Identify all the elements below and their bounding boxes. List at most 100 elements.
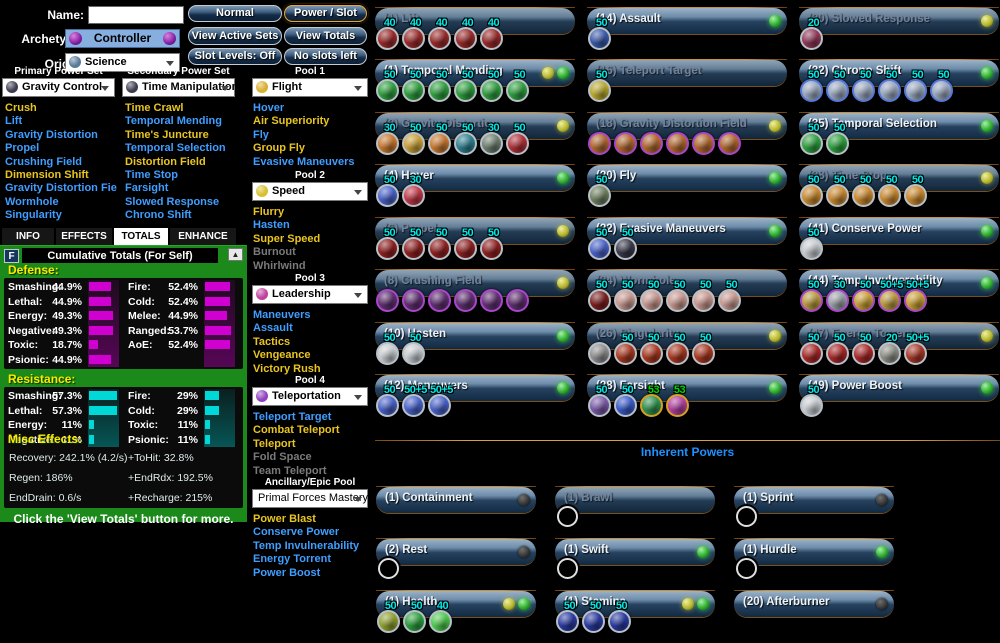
enhancement-slot[interactable]: 50 <box>666 332 689 365</box>
power-list-item-power-blast[interactable]: Power Blast <box>253 513 316 525</box>
power-list-item-teleport-target[interactable]: Teleport Target <box>253 411 332 423</box>
view-active-sets-button[interactable]: View Active Sets <box>188 27 282 45</box>
enhancement-slot[interactable]: 50 <box>480 227 503 260</box>
enhancement-slot[interactable]: 30 <box>402 174 425 207</box>
enhancement-slot[interactable]: 50 <box>428 122 451 155</box>
secondary-set-dropdown[interactable]: Time Manipulation <box>122 78 238 97</box>
enhancement-slot[interactable] <box>428 289 451 312</box>
enhancement-slot[interactable]: 50 <box>904 174 927 207</box>
enhancement-slot[interactable]: 50 <box>800 384 823 417</box>
enhancement-slot[interactable]: 50 <box>428 69 451 102</box>
enhancement-slot[interactable]: 50 <box>904 69 927 102</box>
enhancement-slot[interactable] <box>614 132 637 155</box>
enhancement-slot[interactable]: 40 <box>428 17 451 50</box>
power-list-item-time-crawl[interactable]: Time Crawl <box>125 102 184 114</box>
tab-info[interactable]: INFO <box>2 228 54 245</box>
archetype-selector[interactable]: Controller <box>65 29 180 48</box>
power-list-item-air-superiority[interactable]: Air Superiority <box>253 115 330 128</box>
enhancement-slot[interactable]: 50 <box>588 174 611 207</box>
power-list-item-team-teleport[interactable]: Team Teleport <box>253 464 327 477</box>
enhancement-slot[interactable]: 40 <box>480 17 503 50</box>
power-bar-containment[interactable]: (1) Containment <box>376 487 536 513</box>
power-list-item-gravity-distortion-fie[interactable]: Gravity Distortion Fie <box>5 182 117 195</box>
expand-panel-icon[interactable]: ▲ <box>228 248 243 261</box>
enhancement-slot[interactable]: 30 <box>826 279 849 312</box>
pool2-dropdown[interactable]: Speed <box>252 182 368 201</box>
enhancement-slot[interactable] <box>480 289 503 312</box>
power-list-item-hover[interactable]: Hover <box>253 102 285 114</box>
power-list-item-crush[interactable]: Crush <box>5 102 37 114</box>
tab-enhance[interactable]: ENHANCE <box>170 228 236 245</box>
power-bar-hurdle[interactable]: (1) Hurdle <box>734 539 894 565</box>
enhancement-slot[interactable]: 50 <box>826 174 849 207</box>
origin-selector[interactable]: Science <box>65 53 180 72</box>
enhancement-slot[interactable] <box>376 289 399 312</box>
power-list-item-tactics[interactable]: Tactics <box>253 335 291 348</box>
enhancement-slot[interactable]: 50 <box>402 227 425 260</box>
enhancement-slot[interactable]: 50 <box>506 122 529 155</box>
power-list-item-hasten[interactable]: Hasten <box>253 219 290 232</box>
power-list-item-fly[interactable]: Fly <box>253 128 269 141</box>
power-list-item-crushing-field[interactable]: Crushing Field <box>5 155 82 168</box>
enhancement-slot[interactable] <box>666 132 689 155</box>
enhancement-slot[interactable]: 50+5 <box>402 384 427 417</box>
enhancement-slot[interactable]: 50 <box>402 69 425 102</box>
power-list-item-distortion-field[interactable]: Distortion Field <box>125 155 206 168</box>
power-list-item-propel[interactable]: Propel <box>5 142 40 155</box>
view-totals-button[interactable]: View Totals <box>284 27 367 45</box>
epic-pool-dropdown[interactable]: Primal Forces Mastery <box>252 489 368 508</box>
enhancement-slot[interactable]: 30 <box>376 122 399 155</box>
tab-effects[interactable]: EFFECTS <box>56 228 112 245</box>
enhancement-slot[interactable]: 50 <box>800 69 823 102</box>
enhancement-slot[interactable]: 50 <box>800 122 823 155</box>
enhancement-slot[interactable]: 50 <box>800 174 823 207</box>
enhancement-slot[interactable]: 40 <box>429 600 452 633</box>
power-bar-sprint[interactable]: (1) Sprint <box>734 487 894 513</box>
enhancement-slot[interactable]: 50 <box>402 332 425 365</box>
tab-totals[interactable]: TOTALS <box>114 228 168 245</box>
enhancement-slot[interactable]: 50 <box>614 227 637 260</box>
enhancement-slot[interactable]: 50 <box>878 69 901 102</box>
enhancement-slot[interactable]: 50 <box>588 69 611 102</box>
enhancement-slot[interactable]: 50 <box>376 332 399 365</box>
enhancement-slot[interactable]: 50 <box>826 69 849 102</box>
no-slots-left-button[interactable]: No slots left <box>284 48 367 65</box>
power-list-item-burnout[interactable]: Burnout <box>253 246 296 259</box>
power-list-item-time-stop[interactable]: Time Stop <box>125 168 178 181</box>
enhancement-slot[interactable]: 50 <box>556 600 579 633</box>
power-list-item-time-s-juncture[interactable]: Time's Juncture <box>125 128 209 141</box>
enhancement-slot[interactable]: 53 <box>666 384 689 417</box>
power-list-item-temporal-mending[interactable]: Temporal Mending <box>125 115 222 128</box>
power-bar-swift[interactable]: (1) Swift <box>555 539 715 565</box>
enhancement-slot[interactable]: 50 <box>640 279 663 312</box>
power-list-item-victory-rush[interactable]: Victory Rush <box>253 362 321 375</box>
enhancement-slot[interactable]: 50 <box>588 279 611 312</box>
enhancement-slot[interactable]: 30 <box>480 122 503 155</box>
power-list-item-maneuvers[interactable]: Maneuvers <box>253 309 311 321</box>
enhancement-slot[interactable]: 50 <box>692 332 715 365</box>
enhancement-slot[interactable] <box>718 132 741 155</box>
enhancement-slot[interactable]: 50 <box>666 279 689 312</box>
power-list-item-group-fly[interactable]: Group Fly <box>253 142 305 155</box>
enhancement-slot[interactable]: 40 <box>402 17 425 50</box>
enhancement-slot[interactable]: 50 <box>376 69 399 102</box>
enhancement-slot[interactable]: 50 <box>608 600 631 633</box>
power-list-item-singularity[interactable]: Singularity <box>5 209 62 222</box>
power-list-item-whirlwind[interactable]: Whirlwind <box>253 259 306 272</box>
power-list-item-vengeance[interactable]: Vengeance <box>253 349 311 362</box>
enhancement-slot[interactable] <box>692 132 715 155</box>
enhancement-slot[interactable]: 50 <box>692 279 715 312</box>
power-slot-button[interactable]: Power / Slot <box>284 5 367 22</box>
power-list-item-gravity-distortion[interactable]: Gravity Distortion <box>5 128 98 141</box>
enhancement-slot[interactable]: 50 <box>588 227 611 260</box>
enhancement-slot[interactable]: 20 <box>878 332 901 365</box>
enhancement-slot[interactable]: 50 <box>582 600 605 633</box>
slot-levels-button[interactable]: Slot Levels: Off <box>188 48 282 65</box>
primary-set-dropdown[interactable]: Gravity Control <box>2 78 115 97</box>
power-bar-brawl[interactable]: (1) Brawl <box>555 487 715 513</box>
power-list-item-lift[interactable]: Lift <box>5 115 23 128</box>
enhancement-slot[interactable]: 50 <box>480 69 503 102</box>
power-list-item-fold-space[interactable]: Fold Space <box>253 451 312 464</box>
enhancement-slot[interactable]: 50 <box>376 384 399 417</box>
enhancement-slot[interactable]: 50+5 <box>878 279 903 312</box>
